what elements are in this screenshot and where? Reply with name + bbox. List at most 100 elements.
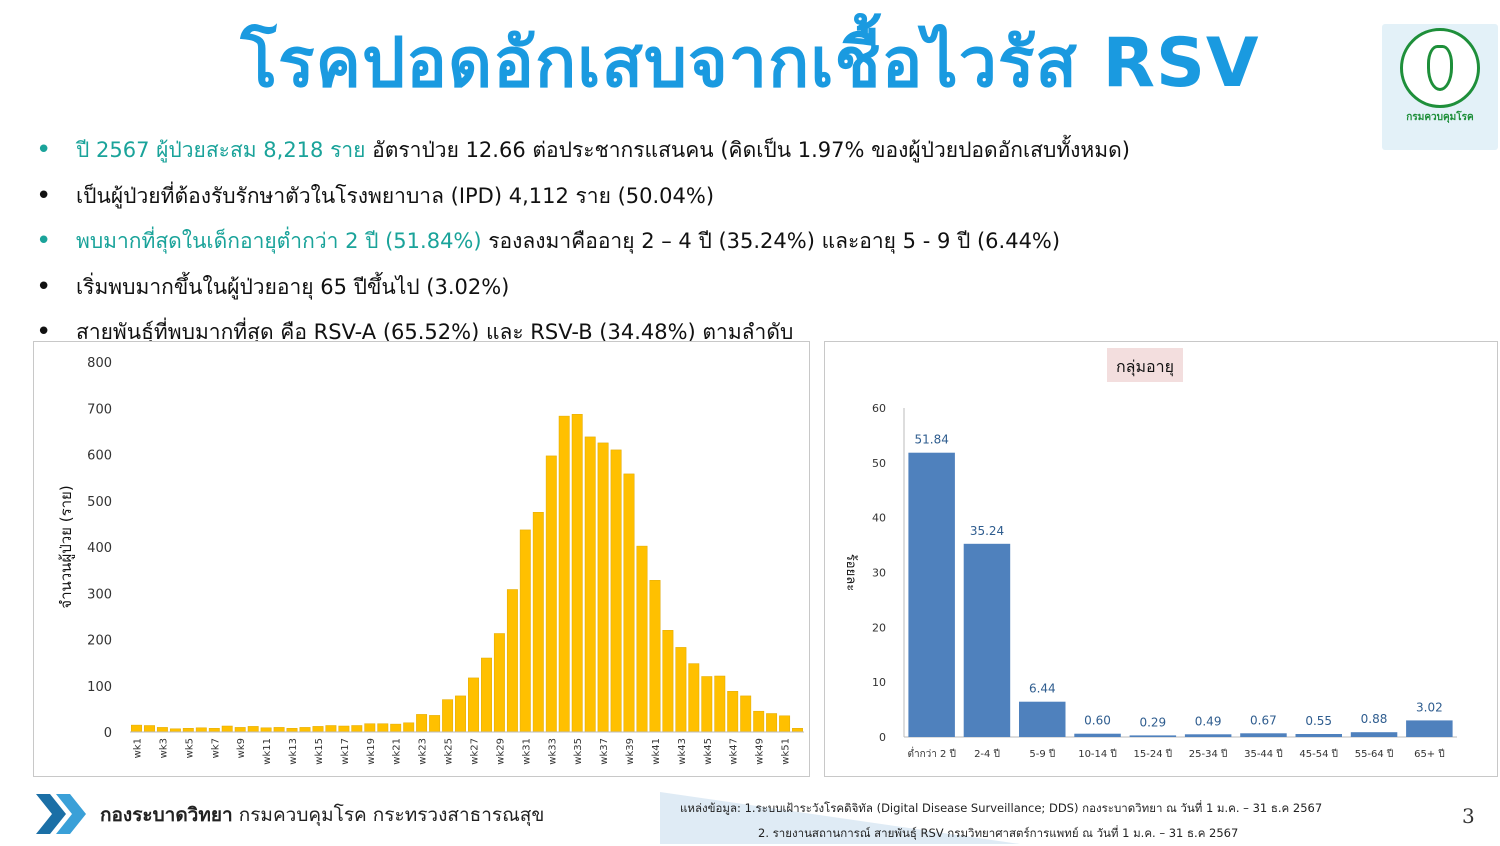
x-tick-label: wk41 xyxy=(651,738,662,765)
bar-wk22 xyxy=(403,722,415,733)
y-axis-label: ร้อยละ xyxy=(843,554,858,591)
bullet-dot-icon: • xyxy=(36,180,52,211)
x-tick-label: wk35 xyxy=(573,738,584,765)
x-tick-label: wk37 xyxy=(599,738,610,765)
x-tick-label: 55-64 ปี xyxy=(1355,748,1394,760)
bar-wk47 xyxy=(727,691,739,733)
x-tick-label: wk29 xyxy=(495,738,506,765)
bar-wk25 xyxy=(442,699,454,733)
bar-wk28 xyxy=(481,657,492,733)
bar-wk31 xyxy=(519,529,531,733)
bullet-text: พบมากที่สุดในเด็กอายุต่ำกว่า 2 ปี (51.84… xyxy=(76,229,482,253)
bar-wk23 xyxy=(416,714,428,733)
bar-wk11 xyxy=(260,727,272,733)
bar-wk26 xyxy=(455,695,466,733)
bullet-text: สายพันธุ์ที่พบมากที่สุด คือ RSV-A (65.52… xyxy=(76,320,794,344)
bullet-text: ปี 2567 ผู้ป่วยสะสม 8,218 ราย xyxy=(76,138,366,162)
bullet-item: • เป็นผู้ป่วยที่ต้องรับรักษาตัวในโรงพยาบา… xyxy=(36,174,1376,220)
bar-wk1 xyxy=(131,724,142,733)
bar-wk17 xyxy=(338,725,350,733)
bullet-item: • เริ่มพบมากขึ้นในผู้ป่วยอายุ 65 ปีขึ้นไป… xyxy=(36,265,1376,311)
bar-wk8 xyxy=(221,725,233,733)
x-tick-label: wk43 xyxy=(677,738,688,765)
bar-wk21 xyxy=(390,723,402,733)
y-tick-label: 300 xyxy=(87,587,112,602)
bar-wk19 xyxy=(364,723,376,733)
bar-wk37 xyxy=(597,442,609,733)
data-label: 0.29 xyxy=(1139,715,1166,729)
bar-2 xyxy=(1019,701,1066,737)
bar-wk39 xyxy=(623,473,635,733)
x-tick-label: wk9 xyxy=(236,738,247,758)
chevron-right-icon xyxy=(36,794,86,834)
y-tick-label: 40 xyxy=(872,512,886,525)
x-tick-label: wk1 xyxy=(133,738,144,758)
x-tick-label: 65+ ปี xyxy=(1414,748,1445,760)
bar-wk35 xyxy=(571,414,583,733)
x-tick-label: wk7 xyxy=(210,738,221,758)
bullet-item: • ปี 2567 ผู้ป่วยสะสม 8,218 ราย อัตราป่วย… xyxy=(36,128,1376,174)
data-source: แหล่งข้อมูล: 1.ระบบเฝ้าระวังโรคดิจิทัล (… xyxy=(680,796,1322,846)
bar-wk51 xyxy=(779,715,791,733)
data-label: 0.55 xyxy=(1305,714,1332,728)
page-title: โรคปอดอักเสบจากเชื้อไวรัส RSV xyxy=(240,24,1260,103)
ddc-logo: กรมควบคุมโรค xyxy=(1382,24,1498,150)
bullet-text: เป็นผู้ป่วยที่ต้องรับรักษาตัวในโรงพยาบาล… xyxy=(76,183,715,208)
summary-bullets: • ปี 2567 ผู้ป่วยสะสม 8,218 ราย อัตราป่วย… xyxy=(36,128,1376,356)
bar-wk34 xyxy=(558,415,570,733)
y-tick-label: 700 xyxy=(87,402,112,417)
bullet-dot-icon: • xyxy=(36,317,52,347)
bar-wk40 xyxy=(636,545,648,733)
x-tick-label: wk31 xyxy=(521,738,532,765)
x-tick-label: 10-14 ปี xyxy=(1078,748,1117,760)
page-number: 3 xyxy=(1462,804,1475,828)
bar-wk12 xyxy=(273,727,285,733)
bar-wk33 xyxy=(545,455,557,733)
bar-wk13 xyxy=(286,728,298,733)
data-label: 3.02 xyxy=(1416,700,1443,714)
x-tick-label: wk21 xyxy=(392,738,403,765)
footer-org-rest: กรมควบคุมโรค กระทรวงสาธารณสุข xyxy=(232,804,545,826)
bullet-item: • สายพันธุ์ที่พบมากที่สุด คือ RSV-A (65.5… xyxy=(36,310,1376,356)
x-tick-label: wk33 xyxy=(547,738,558,765)
bar-4 xyxy=(1129,735,1177,737)
bar-wk3 xyxy=(156,727,168,733)
x-tick-label: wk17 xyxy=(340,738,351,765)
y-axis-label: จำนวนผู้ป่วย (ราย) xyxy=(57,485,75,608)
source-line-2: 2. รายงานสถานการณ์ สายพันธุ์ RSV กรมวิทย… xyxy=(758,826,1239,840)
bar-1 xyxy=(963,543,1011,737)
x-tick-label: 45-54 ปี xyxy=(1299,748,1338,760)
footer-organization: กองระบาดวิทยา กรมควบคุมโรค กระทรวงสาธารณ… xyxy=(100,800,544,830)
chart-title-bg xyxy=(1107,348,1183,382)
y-tick-label: 100 xyxy=(87,680,112,695)
ddc-seal-icon xyxy=(1400,28,1480,108)
x-tick-label: wk3 xyxy=(158,738,169,758)
bar-wk52 xyxy=(792,728,803,733)
bar-wk20 xyxy=(377,723,389,733)
bar-wk24 xyxy=(429,715,441,733)
x-tick-label: ต่ำกว่า 2 ปี xyxy=(907,746,955,760)
bar-wk29 xyxy=(493,633,505,733)
x-tick-label: wk19 xyxy=(366,738,377,765)
bar-wk30 xyxy=(506,589,518,733)
x-tick-label: 5-9 ปี xyxy=(1029,748,1055,760)
y-tick-label: 0 xyxy=(879,731,886,744)
bar-7 xyxy=(1295,734,1342,737)
bullet-text: รองลงมาคืออายุ 2 – 4 ปี (35.24%) และอายุ… xyxy=(481,229,1061,253)
bar-9 xyxy=(1406,720,1453,737)
x-tick-label: wk11 xyxy=(262,738,273,765)
bar-wk16 xyxy=(325,725,337,733)
bar-wk48 xyxy=(740,695,752,733)
bar-8 xyxy=(1350,732,1398,737)
bullet-dot-icon: • xyxy=(36,271,52,302)
bullet-dot-icon: • xyxy=(36,135,52,165)
bullet-text: อัตราป่วย 12.66 ต่อประชากรแสนคน (คิดเป็น… xyxy=(365,138,1130,162)
bar-wk46 xyxy=(714,675,726,733)
y-tick-label: 500 xyxy=(87,495,112,510)
bar-wk50 xyxy=(766,713,778,733)
y-tick-label: 200 xyxy=(87,634,112,649)
bar-wk38 xyxy=(610,449,622,733)
y-tick-label: 20 xyxy=(872,621,886,634)
y-tick-label: 30 xyxy=(872,567,886,580)
bar-0 xyxy=(908,452,955,737)
